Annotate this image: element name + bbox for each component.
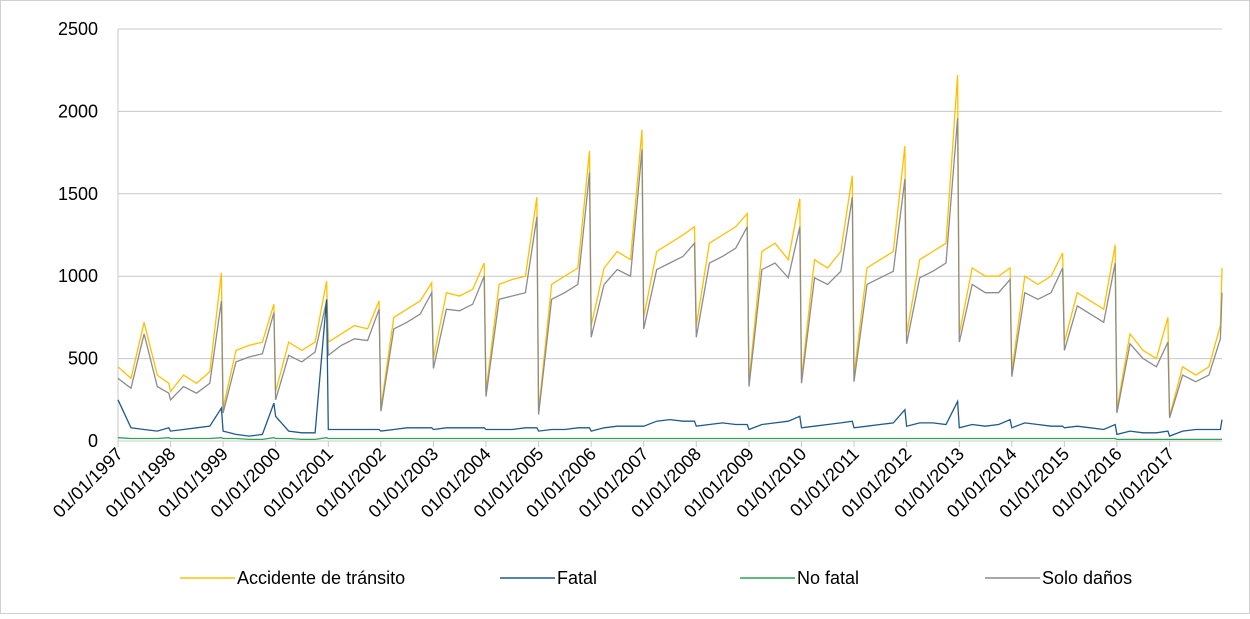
series-line [117,299,1223,437]
series-line [117,437,1222,441]
legend-label: Solo daños [1042,568,1132,588]
series-line [117,117,1223,419]
y-tick-label: 2500 [58,19,98,39]
y-tick-label: 1500 [58,184,98,204]
legend-label: Accidente de tránsito [237,568,405,588]
series-line [117,75,1223,417]
legend-label: Fatal [557,568,597,588]
y-tick-label: 1000 [58,266,98,286]
y-tick-label: 0 [88,431,98,451]
y-tick-label: 500 [68,349,98,369]
legend-label: No fatal [797,568,859,588]
y-tick-label: 2000 [58,101,98,121]
